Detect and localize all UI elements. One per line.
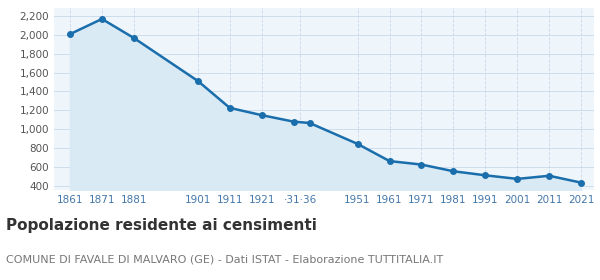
- Text: COMUNE DI FAVALE DI MALVARO (GE) - Dati ISTAT - Elaborazione TUTTITALIA.IT: COMUNE DI FAVALE DI MALVARO (GE) - Dati …: [6, 255, 443, 265]
- Text: Popolazione residente ai censimenti: Popolazione residente ai censimenti: [6, 218, 317, 234]
